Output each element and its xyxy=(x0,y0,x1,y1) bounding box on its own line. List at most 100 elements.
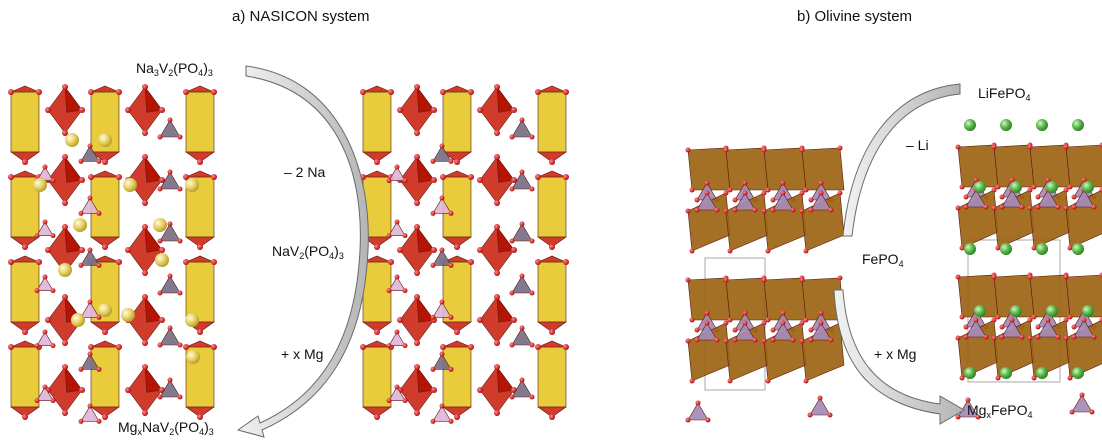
nasicon-step1-label: – 2 Na xyxy=(284,164,326,180)
column-block xyxy=(88,255,122,335)
lithium-atom xyxy=(1010,305,1022,317)
column-block xyxy=(183,170,217,250)
column-block xyxy=(440,255,474,335)
nasicon-start-formula: Na3V2(PO4)3 xyxy=(136,60,213,78)
octahedron xyxy=(477,154,517,206)
lithium-atom xyxy=(1082,181,1094,193)
tetrahedron xyxy=(386,164,408,184)
iron-octahedron xyxy=(1063,142,1102,190)
tetrahedron xyxy=(78,195,102,216)
sodium-atom xyxy=(185,313,199,327)
tetrahedron xyxy=(732,320,758,343)
lithium-atom xyxy=(1046,181,1058,193)
tetrahedron xyxy=(770,320,796,343)
nasicon-structure-left xyxy=(8,84,217,424)
lithium-atom xyxy=(1010,181,1022,193)
tetrahedron xyxy=(157,377,183,400)
octahedron xyxy=(125,224,165,276)
column-block xyxy=(360,85,394,165)
sodium-atom xyxy=(65,133,79,147)
tetrahedron xyxy=(78,351,102,372)
tetrahedron xyxy=(694,190,720,213)
tetrahedron xyxy=(430,247,454,268)
tetrahedron xyxy=(78,247,102,268)
lithium-atom xyxy=(1036,243,1048,255)
sodium-atom xyxy=(98,133,112,147)
sodium-atom xyxy=(121,308,135,322)
tetrahedron xyxy=(157,325,183,348)
sodium-atom xyxy=(58,263,72,277)
octahedron xyxy=(45,154,85,206)
lithium-atom xyxy=(1036,367,1048,379)
column-block xyxy=(535,340,569,420)
olivine-step1-label: – Li xyxy=(906,137,929,153)
tetrahedron xyxy=(157,169,183,192)
tetrahedron xyxy=(1071,317,1097,340)
lithium-atom xyxy=(1072,243,1084,255)
lithium-atom xyxy=(1036,119,1048,131)
tetrahedron xyxy=(509,117,535,140)
tetrahedron xyxy=(386,329,408,349)
tetrahedron xyxy=(430,351,454,372)
octahedron xyxy=(477,84,517,136)
tetrahedron xyxy=(509,169,535,192)
sodium-atom xyxy=(186,350,200,364)
lithium-atom xyxy=(1072,119,1084,131)
tetrahedron xyxy=(694,320,720,343)
tetrahedron xyxy=(509,221,535,244)
octahedron xyxy=(397,224,437,276)
lithium-atom xyxy=(974,305,986,317)
olivine-reaction-arrow-top xyxy=(842,83,961,237)
lithium-atom xyxy=(1000,243,1012,255)
nasicon-structure-right xyxy=(360,84,569,424)
column-block xyxy=(8,255,42,335)
lithium-atom xyxy=(964,243,976,255)
tetrahedron xyxy=(386,274,408,294)
column-block xyxy=(535,255,569,335)
tetrahedron xyxy=(1035,317,1061,340)
octahedron xyxy=(45,84,85,136)
column-block xyxy=(88,85,122,165)
column-block xyxy=(440,85,474,165)
octahedron xyxy=(477,364,517,416)
olivine-reaction-arrow-bottom xyxy=(833,289,965,425)
octahedron xyxy=(45,364,85,416)
olivine-structure-right xyxy=(955,119,1102,420)
column-block xyxy=(183,85,217,165)
tetrahedron xyxy=(430,143,454,164)
lithium-atom xyxy=(974,181,986,193)
olivine-step2-label: + x Mg xyxy=(874,346,917,362)
tetrahedron xyxy=(732,190,758,213)
tetrahedron xyxy=(157,117,183,140)
tetrahedron xyxy=(386,219,408,239)
sodium-atom xyxy=(185,178,199,192)
column-block xyxy=(360,255,394,335)
sodium-atom xyxy=(71,313,85,327)
lithium-atom xyxy=(1072,367,1084,379)
tetrahedron xyxy=(509,273,535,296)
iron-octahedron xyxy=(761,275,807,323)
tetrahedron xyxy=(34,274,56,294)
lithium-atom xyxy=(964,367,976,379)
lithium-atom xyxy=(1082,305,1094,317)
olivine-final-formula: MgxFePO4 xyxy=(967,402,1033,420)
olivine-structure-left xyxy=(685,145,845,423)
column-block xyxy=(360,340,394,420)
column-block xyxy=(535,85,569,165)
tetrahedron xyxy=(808,190,834,213)
tetrahedron xyxy=(955,397,981,420)
tetrahedron xyxy=(807,395,833,418)
tetrahedron xyxy=(430,299,454,320)
iron-octahedron xyxy=(1063,272,1102,320)
octahedron xyxy=(125,364,165,416)
lithium-atom xyxy=(964,119,976,131)
iron-octahedron xyxy=(1063,317,1102,381)
octahedron xyxy=(477,224,517,276)
tetrahedron xyxy=(78,143,102,164)
octahedron xyxy=(397,364,437,416)
column-block xyxy=(183,255,217,335)
tetrahedron xyxy=(509,377,535,400)
column-block xyxy=(440,340,474,420)
sodium-atom xyxy=(33,178,47,192)
octahedron xyxy=(397,154,437,206)
